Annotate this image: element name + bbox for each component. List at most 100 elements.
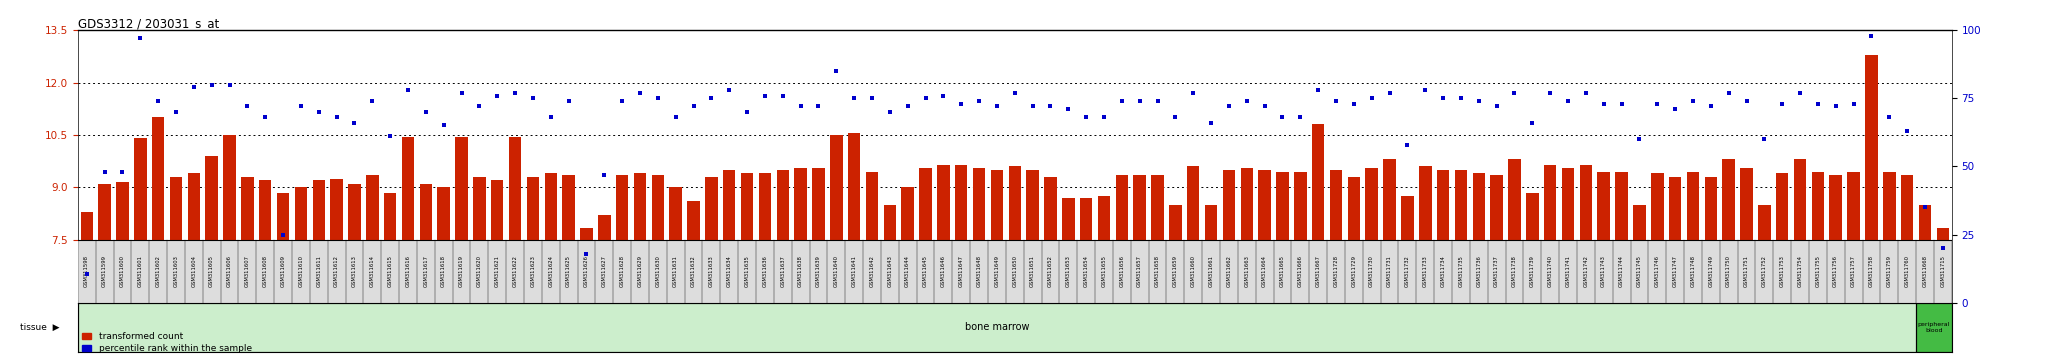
Text: GSM311646: GSM311646	[940, 255, 946, 287]
Bar	[1348, 177, 1360, 240]
Text: GSM311734: GSM311734	[1440, 255, 1446, 287]
Text: GSM311640: GSM311640	[834, 255, 840, 287]
Text: GSM311635: GSM311635	[745, 255, 750, 287]
Text: GSM311752: GSM311752	[1761, 255, 1767, 287]
Bar	[1276, 172, 1288, 240]
Text: GSM311651: GSM311651	[1030, 255, 1034, 287]
Point	[803, 104, 836, 109]
Bar	[455, 137, 467, 240]
Point	[141, 98, 174, 104]
Bar	[367, 175, 379, 240]
Bar	[1241, 168, 1253, 240]
Text: GSM311654: GSM311654	[1083, 255, 1090, 287]
Point	[1212, 104, 1245, 109]
Point	[588, 172, 621, 177]
Bar	[973, 168, 985, 240]
Bar	[401, 137, 414, 240]
Point	[1819, 104, 1851, 109]
Bar	[133, 138, 147, 240]
Text: GSM311625: GSM311625	[565, 255, 571, 287]
Bar	[98, 184, 111, 240]
Text: GSM311616: GSM311616	[406, 255, 410, 287]
Point	[1534, 90, 1567, 96]
Point	[1178, 90, 1210, 96]
Bar	[508, 137, 522, 240]
Bar	[1688, 172, 1700, 240]
Text: GSM311619: GSM311619	[459, 255, 465, 287]
Point	[428, 122, 461, 128]
Point	[1319, 98, 1352, 104]
Text: GSM311602: GSM311602	[156, 255, 160, 287]
Point	[963, 98, 995, 104]
Point	[750, 93, 782, 98]
Text: GSM311645: GSM311645	[924, 255, 928, 287]
Bar	[313, 180, 326, 240]
Point	[1231, 98, 1264, 104]
Text: GSM311661: GSM311661	[1208, 255, 1214, 287]
Text: GSM311747: GSM311747	[1673, 255, 1677, 287]
Point	[1712, 90, 1745, 96]
Bar	[670, 187, 682, 240]
Point	[1677, 98, 1710, 104]
Bar	[1669, 177, 1681, 240]
Point	[819, 68, 852, 74]
Point	[319, 114, 352, 120]
Point	[944, 101, 977, 107]
Point	[838, 95, 870, 101]
Text: GSM311606: GSM311606	[227, 255, 231, 287]
Text: GSM311746: GSM311746	[1655, 255, 1659, 287]
Bar	[223, 135, 236, 240]
Point	[569, 251, 602, 256]
Text: GDS3312 / 203031_s_at: GDS3312 / 203031_s_at	[78, 17, 219, 30]
Point	[784, 104, 817, 109]
Point	[160, 109, 193, 115]
Text: GSM311666: GSM311666	[1298, 255, 1303, 287]
Bar	[920, 168, 932, 240]
Point	[1087, 114, 1120, 120]
Bar	[1454, 170, 1466, 240]
Bar	[1313, 125, 1325, 240]
Point	[1872, 114, 1905, 120]
Point	[641, 95, 674, 101]
Bar	[866, 172, 879, 240]
Point	[553, 98, 586, 104]
Text: GSM311750: GSM311750	[1726, 255, 1731, 287]
Text: GSM311628: GSM311628	[621, 255, 625, 287]
Text: GSM311758: GSM311758	[1870, 255, 1874, 287]
Point	[909, 95, 942, 101]
Bar	[901, 187, 913, 240]
Bar	[1722, 159, 1735, 240]
Point	[678, 104, 711, 109]
Bar	[242, 177, 254, 240]
Point	[1106, 98, 1139, 104]
Text: GSM311613: GSM311613	[352, 255, 356, 287]
Text: GSM311623: GSM311623	[530, 255, 535, 287]
Point	[70, 272, 102, 277]
Point	[1802, 101, 1835, 107]
Bar	[813, 168, 825, 240]
Text: GSM311660: GSM311660	[1190, 255, 1196, 287]
Text: GSM311605: GSM311605	[209, 255, 215, 287]
Text: GSM311615: GSM311615	[387, 255, 393, 287]
Text: GSM311603: GSM311603	[174, 255, 178, 287]
Point	[1731, 98, 1763, 104]
Bar	[1079, 198, 1092, 240]
Point	[1194, 120, 1227, 126]
Text: GSM311609: GSM311609	[281, 255, 285, 287]
Text: GSM311631: GSM311631	[674, 255, 678, 287]
Text: GSM311633: GSM311633	[709, 255, 715, 287]
Point	[891, 104, 924, 109]
Text: GSM311648: GSM311648	[977, 255, 981, 287]
Bar	[170, 177, 182, 240]
Bar	[295, 187, 307, 240]
Point	[1053, 106, 1085, 112]
Bar	[1133, 175, 1147, 240]
Text: GSM311742: GSM311742	[1583, 255, 1589, 287]
Bar	[1901, 175, 1913, 240]
Bar	[1616, 172, 1628, 240]
Text: GSM311739: GSM311739	[1530, 255, 1534, 287]
Bar	[383, 193, 397, 240]
Bar	[688, 201, 700, 240]
Point	[1016, 104, 1049, 109]
Text: GSM311728: GSM311728	[1333, 255, 1339, 287]
